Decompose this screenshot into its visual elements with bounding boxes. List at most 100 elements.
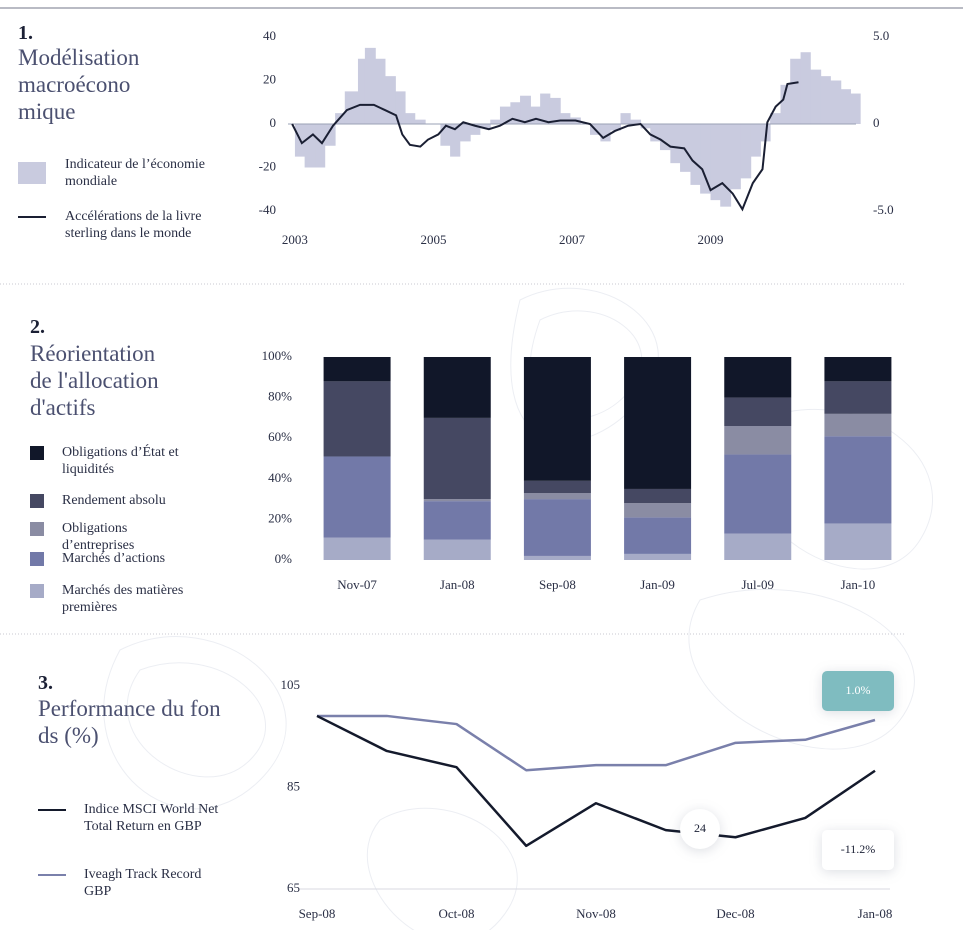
area-step <box>700 124 712 194</box>
bar-segment <box>624 553 692 560</box>
area-step <box>414 119 426 124</box>
area-step <box>710 124 721 201</box>
background-contours <box>103 287 933 930</box>
legend-swatch <box>30 552 44 566</box>
legend-swatch <box>18 162 46 184</box>
legend-swatch <box>18 216 46 218</box>
bar-segment <box>824 413 892 437</box>
x-tick-label: Dec-08 <box>716 906 754 921</box>
annotation-box <box>822 830 894 870</box>
bar-segment <box>523 555 591 560</box>
section-number: 2. <box>30 316 45 338</box>
area-step <box>375 58 386 124</box>
area-step <box>810 69 822 124</box>
x-tick-label: Nov-08 <box>576 906 616 921</box>
y-tick-label: 0 <box>270 115 277 130</box>
area-step <box>357 58 366 124</box>
y-tick-label: 40 <box>263 28 276 43</box>
x-tick-label: Jan-08 <box>858 906 893 921</box>
legend-label: Rendement absolu <box>62 493 166 508</box>
area-step <box>600 124 611 142</box>
area-step <box>690 124 701 185</box>
y-tick-label: 105 <box>281 677 301 692</box>
area-step <box>499 106 511 124</box>
area-step <box>630 119 642 124</box>
legend-label: Iveagh Track Record GBP <box>84 867 202 899</box>
y-tick-label: -40 <box>259 202 276 217</box>
area-step <box>520 95 531 124</box>
bar-segment <box>323 357 391 382</box>
y-tick-label: 40% <box>268 470 292 485</box>
bar-segment <box>624 517 692 554</box>
x-tick-label: 2003 <box>282 232 308 247</box>
y-tick-label: 60% <box>268 429 292 444</box>
area-step <box>364 47 376 124</box>
x-tick-label: 2005 <box>420 232 446 247</box>
x-tick-label: 2009 <box>698 232 724 247</box>
area-step <box>640 124 651 129</box>
legend-swatch <box>30 446 44 460</box>
area-step <box>510 102 521 124</box>
legend-swatch <box>38 809 66 811</box>
legend-label: Accélérations de la livre sterling dans … <box>65 209 202 241</box>
bar-segment <box>624 503 692 518</box>
bar-segment <box>624 488 692 504</box>
bar-segment <box>523 357 591 481</box>
legend-label: Obligations d’entreprises <box>62 521 135 553</box>
bar-segment <box>624 357 692 489</box>
area-step <box>820 76 831 124</box>
area-step <box>740 124 752 179</box>
bar-segment <box>724 533 792 560</box>
area-step <box>304 124 316 168</box>
area-step <box>830 80 842 124</box>
section-number: 3. <box>38 672 53 694</box>
area-step <box>790 58 802 124</box>
annotation: -11.2% <box>822 830 894 870</box>
section-title: Réorientation de l'allocation d'actifs <box>30 341 159 420</box>
area-step <box>459 124 471 142</box>
area-step <box>850 93 861 124</box>
x-tick-label: Nov-07 <box>337 577 377 592</box>
bar-segment <box>323 456 391 538</box>
x-tick-label: Sep-08 <box>299 906 336 921</box>
area-step <box>530 106 541 124</box>
line <box>317 714 876 772</box>
x-tick-label: Jan-09 <box>640 577 675 592</box>
area-step <box>549 97 561 124</box>
line <box>291 81 799 212</box>
area-step <box>650 124 661 142</box>
section-title: Modélisation macroéconomique <box>18 45 140 124</box>
bar-segment <box>824 381 892 414</box>
y-tick-label: 65 <box>287 880 300 895</box>
area-step <box>800 52 811 124</box>
area-step <box>470 124 481 135</box>
legend-label: Indice MSCI World Net Total Return en GB… <box>84 802 219 834</box>
area-step <box>560 113 571 124</box>
area-step <box>840 89 851 124</box>
area-step <box>395 91 406 124</box>
bar-segment <box>724 426 792 455</box>
area-step <box>770 113 781 124</box>
area-step <box>720 124 732 207</box>
bar-segment <box>523 480 591 494</box>
annotation-label: 24 <box>694 821 706 835</box>
x-tick-label: Sep-08 <box>539 577 576 592</box>
annotation: 24 <box>680 809 720 849</box>
legend-swatch <box>30 494 44 508</box>
area-step <box>479 124 491 129</box>
x-tick-label: Jan-10 <box>841 577 876 592</box>
x-tick-label: 2007 <box>559 232 586 247</box>
area-step <box>405 113 416 124</box>
area-step <box>670 124 681 164</box>
area-step <box>680 124 691 172</box>
bar-segment <box>724 397 792 427</box>
y2-tick-label: 0 <box>873 115 880 130</box>
legend-label: Marchés d’actions <box>62 551 166 566</box>
y-tick-label: 0% <box>275 551 293 566</box>
x-tick-label: Oct-08 <box>438 906 474 921</box>
legend-swatch <box>38 874 66 876</box>
area-step <box>490 119 501 124</box>
legend-swatch <box>30 584 44 598</box>
x-tick-label: Jan-08 <box>440 577 475 592</box>
